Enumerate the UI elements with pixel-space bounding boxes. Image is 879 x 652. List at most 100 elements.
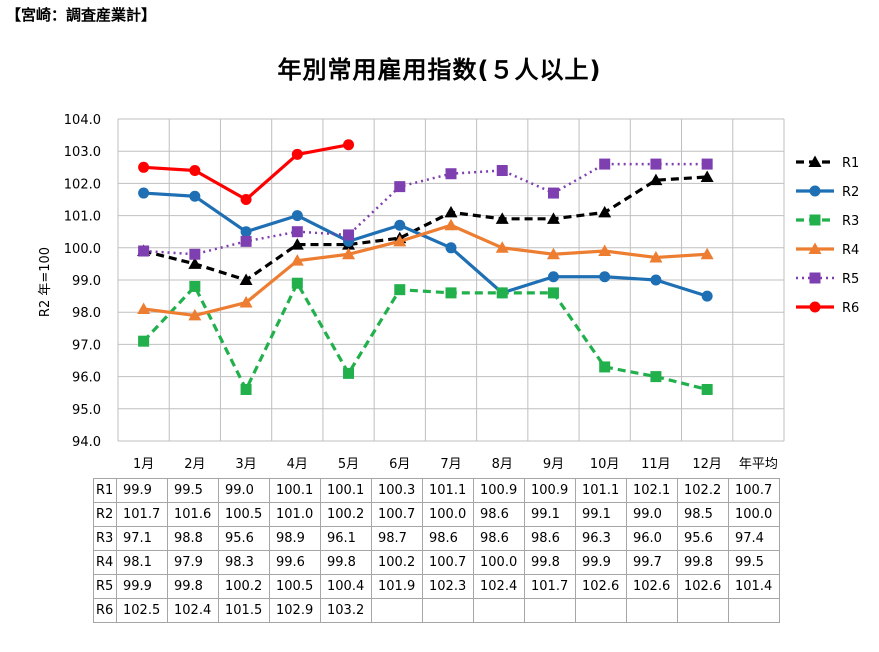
series-line-r6 [143, 143, 349, 202]
table-cell: 101.5 [218, 598, 270, 623]
table-cell: 99.8 [524, 550, 576, 575]
x-tick-label: 年平均 [739, 457, 778, 472]
table-cell: 99.6 [269, 550, 321, 575]
data-point-r3 [343, 367, 355, 379]
data-point-r1 [188, 257, 202, 269]
table-cell: 100.7 [728, 478, 780, 503]
table-cell [728, 598, 780, 623]
data-point-r1 [598, 205, 612, 218]
table-cell: 102.6 [626, 574, 678, 599]
table-cell [626, 598, 678, 623]
table-row: R4 98.1 97.9 98.3 99.6 99.8 100.2 100.7 100.0 99.… [93, 550, 780, 575]
data-point-r3 [445, 287, 457, 299]
y-tick-label: 101.0 [64, 210, 101, 225]
table-row-label: R2 [93, 502, 117, 527]
table-cell: 100.1 [320, 478, 372, 503]
data-point-r2 [291, 210, 303, 222]
data-point-r1 [239, 273, 253, 285]
table-cell: 96.0 [626, 526, 678, 551]
table-cell: 98.5 [677, 502, 729, 527]
data-point-r5 [240, 235, 252, 247]
legend-marker-r3 [809, 214, 821, 226]
x-tick-label: 8月 [492, 457, 513, 472]
table-cell: 101.9 [371, 574, 423, 599]
legend-label-r5: R5 [842, 272, 859, 287]
data-point-r4 [290, 254, 304, 266]
table-cell: 96.3 [575, 526, 627, 551]
table-cell: 102.6 [575, 574, 627, 599]
table-cell: 98.6 [422, 526, 474, 551]
legend-label-r6: R6 [842, 301, 859, 316]
legend-marker-r6 [809, 301, 821, 313]
data-point-r4 [598, 244, 612, 257]
y-axis-label: R2 年=100 [38, 247, 53, 317]
table-cell: 99.7 [626, 550, 678, 575]
y-tick-label: 98.0 [72, 306, 101, 321]
data-point-r4 [239, 296, 253, 308]
table-cell: 100.0 [422, 502, 474, 527]
data-point-r1 [546, 212, 560, 224]
table-cell: 98.6 [524, 526, 576, 551]
data-point-r5 [650, 158, 662, 170]
data-table: R1 99.9 99.5 99.0 100.1 100.1 100.3 101.1 100.9 1… [93, 478, 780, 623]
data-point-r1 [700, 170, 714, 182]
y-tick-label: 99.0 [72, 274, 101, 289]
data-point-r2 [138, 187, 150, 199]
table-cell: 101.1 [422, 478, 474, 503]
table-row-label: R6 [93, 598, 117, 623]
table-cell: 96.1 [320, 526, 372, 551]
table-cell: 100.2 [218, 574, 270, 599]
table-cell: 98.9 [269, 526, 321, 551]
table-cell: 99.9 [116, 574, 168, 599]
data-point-r3 [394, 284, 406, 296]
data-point-r2 [445, 242, 457, 254]
table-cell: 100.5 [269, 574, 321, 599]
data-point-r5 [701, 158, 713, 170]
y-tick-label: 102.0 [64, 177, 101, 192]
table-cell [575, 598, 627, 623]
data-point-r2 [189, 190, 201, 202]
table-cell [422, 598, 474, 623]
data-point-r1 [290, 238, 304, 250]
table-cell: 99.9 [116, 478, 168, 503]
table-cell: 98.3 [218, 550, 270, 575]
legend-label-r2: R2 [842, 185, 859, 200]
series-line-r1 [143, 175, 708, 282]
x-tick-label: 12月 [692, 457, 722, 472]
table-cell: 99.0 [218, 478, 270, 503]
table-cell [677, 598, 729, 623]
table-cell: 99.9 [575, 550, 627, 575]
chart-title: 年別常用雇用指数(５人以上) [277, 56, 602, 84]
series-line-r4 [143, 223, 708, 318]
table-cell: 98.6 [473, 502, 525, 527]
data-point-r4 [342, 247, 356, 260]
table-cell: 102.4 [167, 598, 219, 623]
legend-marker-r4 [808, 242, 822, 254]
table-cell: 98.7 [371, 526, 423, 551]
x-tick-label: 5月 [338, 457, 359, 472]
data-point-r5 [394, 181, 406, 193]
data-point-r1 [495, 212, 509, 224]
data-point-r2 [599, 271, 611, 283]
x-tick-label: 9月 [543, 457, 564, 472]
table-cell: 102.5 [116, 598, 168, 623]
table-cell: 101.1 [575, 478, 627, 503]
y-tick-label: 97.0 [72, 338, 101, 353]
data-point-r5 [445, 168, 457, 180]
data-point-r1 [649, 173, 663, 186]
table-cell: 99.5 [167, 478, 219, 503]
data-point-r2 [547, 271, 559, 283]
table-cell: 100.2 [371, 550, 423, 575]
data-point-r5 [138, 245, 150, 257]
data-point-r4 [444, 218, 458, 231]
y-tick-label: 94.0 [72, 435, 101, 450]
table-cell [473, 598, 525, 623]
legend-marker-r5 [809, 272, 821, 284]
data-point-r2 [240, 226, 252, 238]
table-cell: 102.6 [677, 574, 729, 599]
table-cell: 101.4 [728, 574, 780, 599]
data-point-r5 [496, 165, 508, 177]
table-cell: 101.6 [167, 502, 219, 527]
data-point-r6 [291, 148, 303, 160]
data-point-r6 [189, 165, 201, 177]
